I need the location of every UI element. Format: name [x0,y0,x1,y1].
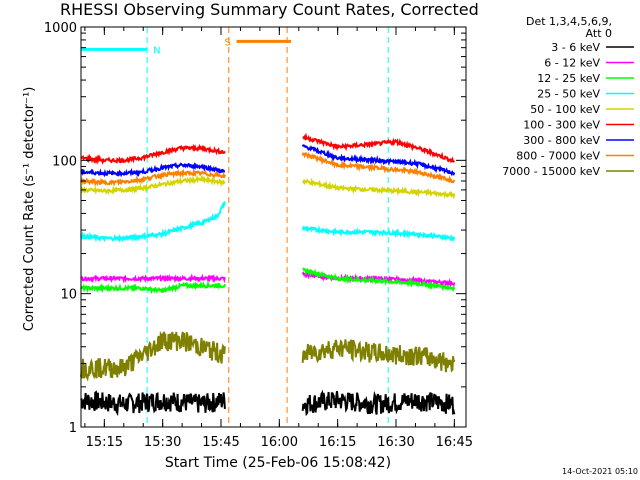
series-line [80,390,226,417]
legend-label: 25 - 50 keV [537,88,600,101]
x-tick-label: 16:45 [436,435,473,450]
legend-label: 300 - 800 keV [523,134,600,147]
y-tick-label: 100 [52,154,77,169]
x-tick-label: 15:30 [144,435,181,450]
series-line [80,280,226,295]
series-12-25-kev [80,267,456,295]
series-line [80,201,226,243]
chart-title: RHESSI Observing Summary Count Rates, Co… [60,0,479,19]
x-tick-label: 16:00 [261,435,298,450]
series-800-7000-kev [80,151,456,187]
series-300-800-kev [80,144,456,178]
series-line [302,132,456,164]
series-line [80,143,226,165]
legend-label: 100 - 300 keV [523,119,600,132]
series-7000-15000-kev [80,330,456,382]
legend-label: 12 - 25 keV [537,72,600,85]
legend-label: 800 - 7000 keV [516,150,600,163]
series-line [80,273,226,284]
series-line [80,168,226,187]
legend-label: 3 - 6 keV [551,41,600,54]
marker-layer: NS [80,27,467,427]
series-layer [80,132,456,417]
series-6-12-kev [80,270,456,288]
series-line [80,174,226,196]
marker-label: S [225,37,231,48]
legend: Det 1,3,4,5,6,9,Att 03 - 6 keV 6 - 12 keV… [502,15,634,178]
marker-label: N [153,45,160,56]
y-tick-label: 10 [60,288,77,303]
series-50-100-kev [80,174,456,200]
series-line [302,267,456,292]
x-tick-label: 15:15 [86,435,123,450]
legend-header: Att 0 [586,27,612,40]
axes-layer: 15:15 15:30 15:45 16:00 16:15 16:30 16:45 1 10 10… [44,21,473,450]
legend-header: Det 1,3,4,5,6,9, [526,15,612,28]
y-tick-label: 1 [69,421,77,436]
legend-label: 50 - 100 keV [530,103,600,116]
series-3-6-kev [80,389,456,417]
series-line [80,330,226,382]
legend-label: 7000 - 15000 keV [502,165,600,178]
x-tick-label: 15:45 [202,435,239,450]
legend-label: 6 - 12 keV [544,57,600,70]
series-line [301,339,456,373]
x-axis-label: Start Time (25-Feb-06 15:08:42) [165,455,391,471]
y-tick-label: 1000 [44,21,77,36]
series-line [301,177,456,200]
series-25-50-kev [80,201,456,243]
series-line [301,151,456,184]
date-stamp: 14-Oct-2021 05:10 [562,467,638,476]
plot-frame [80,26,467,428]
series-line [301,389,456,417]
series-line [301,224,456,242]
y-axis-label: Corrected Count Rate (s⁻¹ detector⁻¹) [22,87,37,332]
series-line [80,162,226,178]
series-line [301,144,456,177]
x-tick-label: 16:15 [319,435,356,450]
x-tick-label: 16:30 [377,435,414,450]
series-100-300-kev [80,132,456,165]
